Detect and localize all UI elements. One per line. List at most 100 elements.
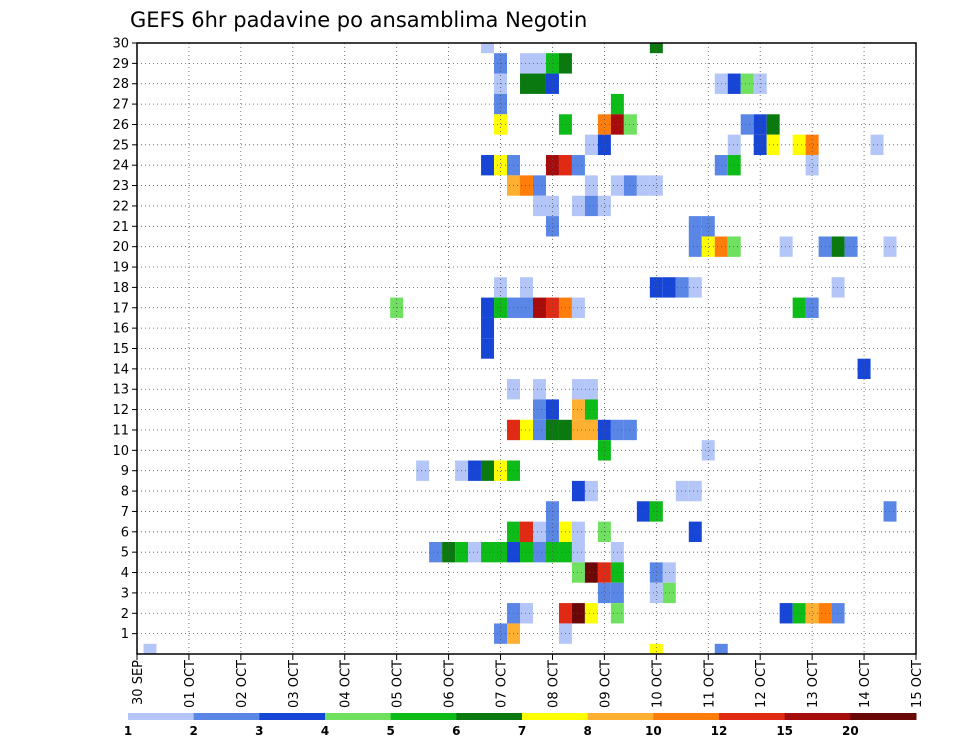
- colorbar-label: 4: [321, 724, 329, 738]
- heatmap-cell: [520, 277, 533, 298]
- heatmap-cell: [520, 175, 533, 196]
- y-tick-label: 14: [112, 362, 129, 377]
- y-tick-label: 19: [112, 261, 129, 276]
- heatmap-cell: [636, 501, 650, 522]
- y-tick-label: 12: [112, 403, 129, 418]
- heatmap-cell: [701, 216, 715, 237]
- y-axis-ticks: 1234567891011121314151617181920212223242…: [112, 37, 137, 642]
- y-tick-label: 1: [121, 627, 129, 642]
- heatmap-cell: [571, 195, 585, 217]
- heatmap-cell: [597, 419, 611, 441]
- heatmap-cell: [429, 541, 443, 563]
- colorbar-swatch: [325, 713, 392, 720]
- heatmap-cell: [649, 582, 663, 604]
- y-tick-label: 11: [112, 423, 129, 438]
- heatmap-cell: [532, 53, 546, 74]
- heatmap-cell: [597, 440, 611, 461]
- heatmap-cell: [675, 277, 689, 298]
- heatmap-cell: [532, 175, 546, 196]
- heatmap-cell: [740, 73, 754, 94]
- x-tick-label: 05 OCT: [391, 660, 406, 708]
- colorbar: 1 2 3 4 5 6 7 8 10 12 15 20: [124, 713, 917, 738]
- heatmap-cell: [545, 399, 559, 420]
- heatmap-cell: [532, 73, 546, 94]
- colorbar-label: 7: [518, 724, 526, 738]
- heatmap-cell: [701, 236, 715, 257]
- x-tick-label: 10 OCT: [650, 660, 665, 708]
- x-tick-label: 13 OCT: [806, 660, 821, 708]
- heatmap-cell: [649, 562, 663, 583]
- y-tick-label: 13: [112, 383, 129, 398]
- heatmap-cell: [416, 460, 430, 481]
- colorbar-label: 15: [776, 724, 793, 738]
- heatmap-cell: [623, 114, 637, 135]
- heatmap-cell: [584, 419, 598, 441]
- colorbar-swatch: [587, 713, 654, 720]
- colorbar-swatch: [784, 713, 851, 720]
- heatmap-cell: [532, 419, 546, 441]
- heatmap-cell: [831, 277, 845, 298]
- heatmap-cell: [649, 175, 663, 196]
- x-tick-label: 08 OCT: [546, 660, 561, 708]
- heatmap-cell: [753, 134, 767, 156]
- y-tick-label: 3: [121, 586, 129, 601]
- heatmap-cell: [727, 236, 741, 257]
- heatmap-cell: [883, 236, 897, 257]
- y-tick-label: 30: [112, 37, 129, 52]
- colorbar-label: 8: [583, 724, 591, 738]
- heatmap-cell: [481, 338, 495, 359]
- heatmap-cell: [571, 379, 585, 400]
- heatmap-cell: [831, 603, 845, 624]
- heatmap-cell: [494, 460, 508, 481]
- heatmap-cell: [597, 562, 611, 583]
- heatmap-cell: [468, 460, 482, 481]
- heatmap-cell: [584, 480, 598, 502]
- heatmap-cell: [520, 419, 533, 441]
- heatmap-cell: [597, 114, 611, 135]
- heatmap-cell: [623, 419, 637, 441]
- x-tick-label: 15 OCT: [910, 660, 925, 708]
- y-tick-label: 9: [121, 464, 129, 479]
- x-tick-label: 01 OCT: [183, 660, 198, 708]
- y-tick-label: 7: [121, 505, 129, 520]
- heatmap-cell: [688, 480, 702, 502]
- heatmap-cell: [494, 541, 508, 563]
- colorbar-swatch: [522, 713, 589, 720]
- heatmap-cell: [740, 114, 754, 135]
- heatmap-cell: [753, 114, 767, 135]
- heatmap-cell: [844, 236, 858, 257]
- heatmap-cell: [494, 114, 508, 135]
- colorbar-label: 2: [189, 724, 197, 738]
- y-tick-label: 5: [121, 546, 129, 561]
- heatmap-cell: [714, 643, 728, 654]
- heatmap-cell: [636, 175, 650, 196]
- x-tick-label: 09 OCT: [598, 660, 613, 708]
- heatmap-cell: [727, 73, 741, 94]
- heatmap-cell: [649, 643, 663, 654]
- y-tick-label: 16: [112, 322, 129, 337]
- heatmap-cell: [805, 134, 819, 156]
- heatmap-cell: [675, 480, 689, 502]
- heatmap-cell: [494, 93, 508, 115]
- heatmap-cell: [597, 582, 611, 604]
- heatmap-cell: [623, 175, 637, 196]
- heatmap-cell: [532, 195, 546, 217]
- heatmap-cell: [792, 134, 806, 156]
- heatmap-cell: [857, 358, 871, 380]
- y-tick-label: 17: [112, 301, 129, 316]
- x-tick-label: 12 OCT: [754, 660, 769, 708]
- y-tick-label: 20: [112, 240, 129, 255]
- heatmap-cell: [545, 541, 559, 563]
- heatmap-cell: [481, 155, 495, 176]
- heatmap-cell: [532, 297, 546, 318]
- y-tick-label: 4: [121, 566, 129, 581]
- heatmap-cell: [545, 216, 559, 237]
- heatmap-cell: [571, 297, 585, 318]
- y-tick-label: 24: [112, 159, 129, 174]
- heatmap-cell: [520, 541, 533, 563]
- colorbar-label: 3: [255, 724, 263, 738]
- heatmap-cell: [571, 562, 585, 583]
- x-tick-label: 14 OCT: [858, 660, 873, 708]
- heatmap-cell: [584, 603, 598, 624]
- heatmap-cell: [688, 277, 702, 298]
